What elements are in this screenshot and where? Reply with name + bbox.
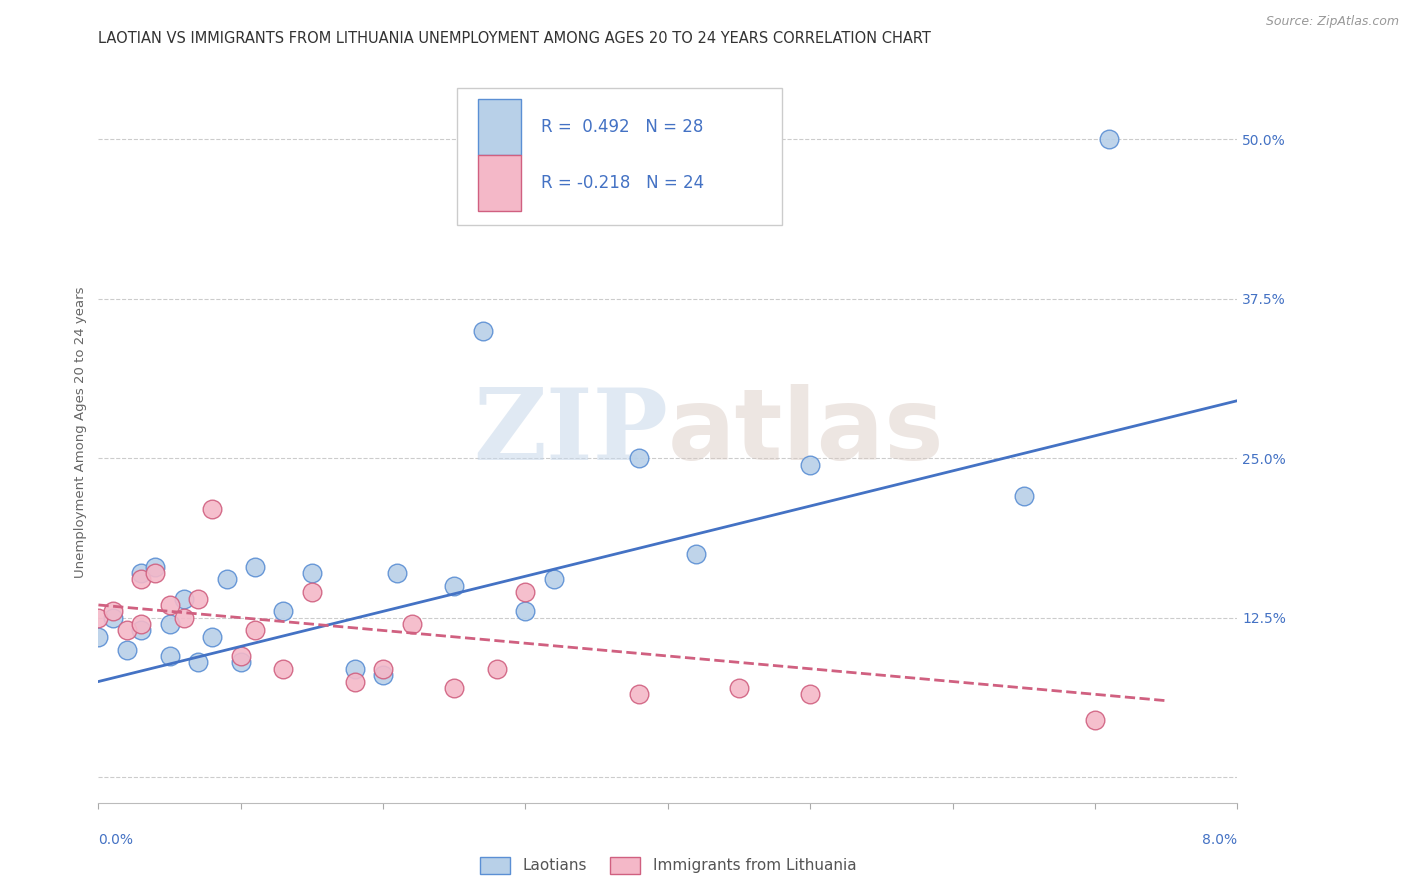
Point — [87, 630, 110, 644]
Point — [243, 559, 266, 574]
Point — [343, 662, 366, 676]
Text: LAOTIAN VS IMMIGRANTS FROM LITHUANIA UNEMPLOYMENT AMONG AGES 20 TO 24 YEARS CORR: LAOTIAN VS IMMIGRANTS FROM LITHUANIA UNE… — [98, 31, 931, 46]
Point — [187, 591, 209, 606]
Point — [799, 687, 821, 701]
Text: 0.0%: 0.0% — [98, 833, 134, 847]
Point — [728, 681, 751, 695]
Point — [515, 604, 537, 618]
Point — [799, 458, 821, 472]
FancyBboxPatch shape — [457, 88, 782, 226]
Text: R = -0.218   N = 24: R = -0.218 N = 24 — [541, 174, 704, 192]
Point — [101, 604, 124, 618]
Text: 8.0%: 8.0% — [1202, 833, 1237, 847]
Point — [273, 662, 295, 676]
Point — [1012, 490, 1035, 504]
FancyBboxPatch shape — [478, 99, 522, 155]
Point — [471, 324, 494, 338]
Point — [371, 668, 394, 682]
Point — [486, 662, 509, 676]
Point — [129, 573, 152, 587]
Point — [1084, 713, 1107, 727]
Point — [115, 642, 138, 657]
Point — [685, 547, 707, 561]
Point — [115, 624, 138, 638]
Point — [628, 687, 651, 701]
Point — [145, 566, 167, 580]
Point — [173, 611, 195, 625]
Point — [387, 566, 409, 580]
Text: R =  0.492   N = 28: R = 0.492 N = 28 — [541, 119, 704, 136]
Legend: Laotians, Immigrants from Lithuania: Laotians, Immigrants from Lithuania — [474, 850, 862, 880]
Text: atlas: atlas — [668, 384, 945, 481]
Point — [443, 579, 465, 593]
Point — [159, 617, 181, 632]
Point — [371, 662, 394, 676]
Point — [273, 604, 295, 618]
FancyBboxPatch shape — [478, 155, 522, 211]
Point — [201, 630, 224, 644]
Point — [87, 611, 110, 625]
Point — [343, 674, 366, 689]
Point — [301, 585, 323, 599]
Point — [301, 566, 323, 580]
Point — [129, 624, 152, 638]
Point — [515, 585, 537, 599]
Point — [229, 656, 252, 670]
Point — [187, 656, 209, 670]
Point — [145, 559, 167, 574]
Point — [129, 617, 152, 632]
Text: ZIP: ZIP — [472, 384, 668, 481]
Point — [628, 451, 651, 466]
Point — [201, 502, 224, 516]
Point — [543, 573, 565, 587]
Y-axis label: Unemployment Among Ages 20 to 24 years: Unemployment Among Ages 20 to 24 years — [75, 287, 87, 578]
Point — [229, 648, 252, 663]
Point — [159, 598, 181, 612]
Point — [173, 591, 195, 606]
Point — [401, 617, 423, 632]
Point — [101, 611, 124, 625]
Text: Source: ZipAtlas.com: Source: ZipAtlas.com — [1265, 15, 1399, 29]
Point — [243, 624, 266, 638]
Point — [215, 573, 238, 587]
Point — [129, 566, 152, 580]
Point — [1098, 132, 1121, 146]
Point — [443, 681, 465, 695]
Point — [159, 648, 181, 663]
